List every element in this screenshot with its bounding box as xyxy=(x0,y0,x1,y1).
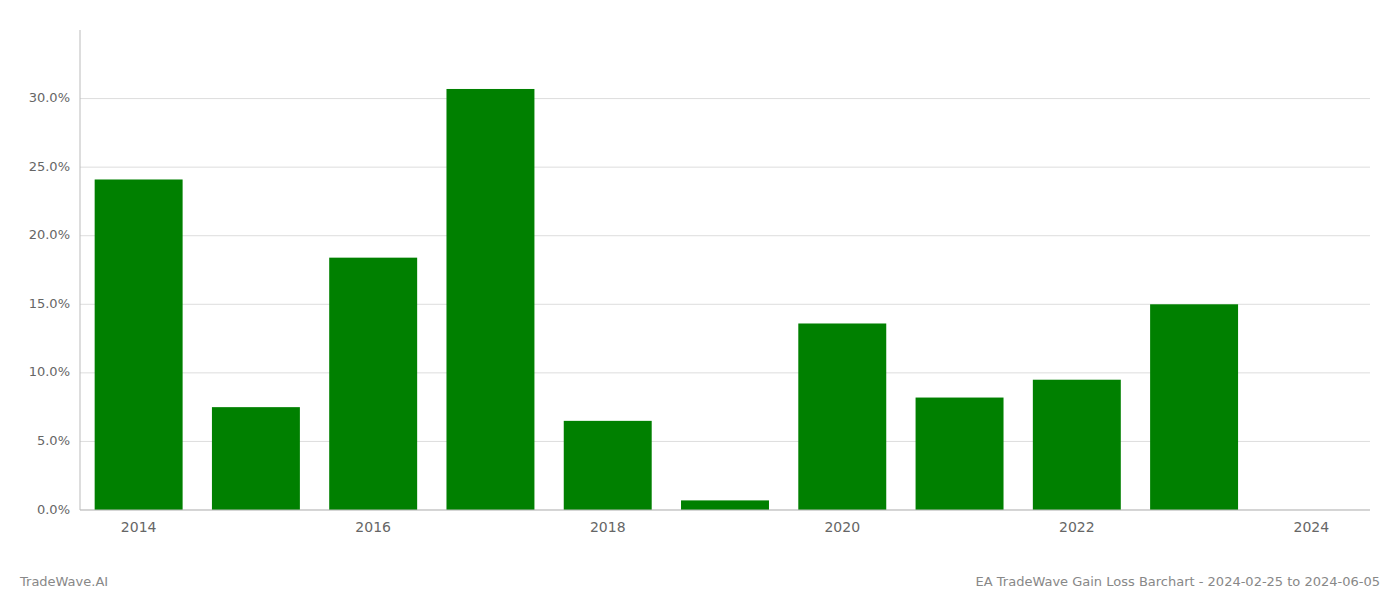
x-tick-label: 2018 xyxy=(590,519,626,535)
bar xyxy=(212,407,300,510)
y-tick-label: 15.0% xyxy=(29,296,70,311)
y-tick-label: 25.0% xyxy=(29,159,70,174)
y-tick-label: 5.0% xyxy=(37,433,70,448)
bar xyxy=(798,323,886,510)
bar xyxy=(681,500,769,510)
footer-text: EA TradeWave Gain Loss Barchart - 2024-0… xyxy=(976,574,1380,589)
bar xyxy=(1033,380,1121,510)
bar xyxy=(916,398,1004,510)
grid-line xyxy=(80,235,1370,236)
y-tick-label: 10.0% xyxy=(29,364,70,379)
bar xyxy=(1150,304,1238,510)
grid-line xyxy=(80,510,1370,511)
grid-line xyxy=(80,98,1370,99)
y-tick-labels: 0.0% 5.0% 10.0% 15.0% 20.0% 25.0% 30.0% xyxy=(29,90,70,516)
x-tick-label: 2014 xyxy=(121,519,157,535)
x-tick-label: 2024 xyxy=(1294,519,1330,535)
x-tick-label: 2016 xyxy=(355,519,391,535)
x-axis-line xyxy=(80,510,1370,511)
bar xyxy=(95,179,183,510)
chart-container: 0.0%5.0%10.0%15.0%20.0%25.0%30.0%2014201… xyxy=(0,0,1400,600)
bar xyxy=(446,89,534,510)
bar xyxy=(564,421,652,510)
y-tick-label: 0.0% xyxy=(37,502,70,517)
footer: TradeWave.AI EA TradeWave Gain Loss Barch… xyxy=(19,574,1380,589)
x-tick-label: 2022 xyxy=(1059,519,1095,535)
chart: 0.0%5.0%10.0%15.0%20.0%25.0%30.0%2014201… xyxy=(0,0,1400,600)
y-axis-line xyxy=(80,30,81,510)
bars xyxy=(95,89,1238,510)
y-grid xyxy=(80,99,1370,510)
y-tick-label: 20.0% xyxy=(29,227,70,242)
page: {"chart_data": {"type": "bar", "categori… xyxy=(0,0,1400,600)
grid-line xyxy=(80,167,1370,168)
bar xyxy=(329,258,417,510)
y-tick-label: 30.0% xyxy=(29,90,70,105)
x-tick-label: 2020 xyxy=(824,519,860,535)
x-tick-labels: 2014 2016 2018 2020 2022 2024 xyxy=(121,519,1329,535)
footer-text: TradeWave.AI xyxy=(19,574,108,589)
